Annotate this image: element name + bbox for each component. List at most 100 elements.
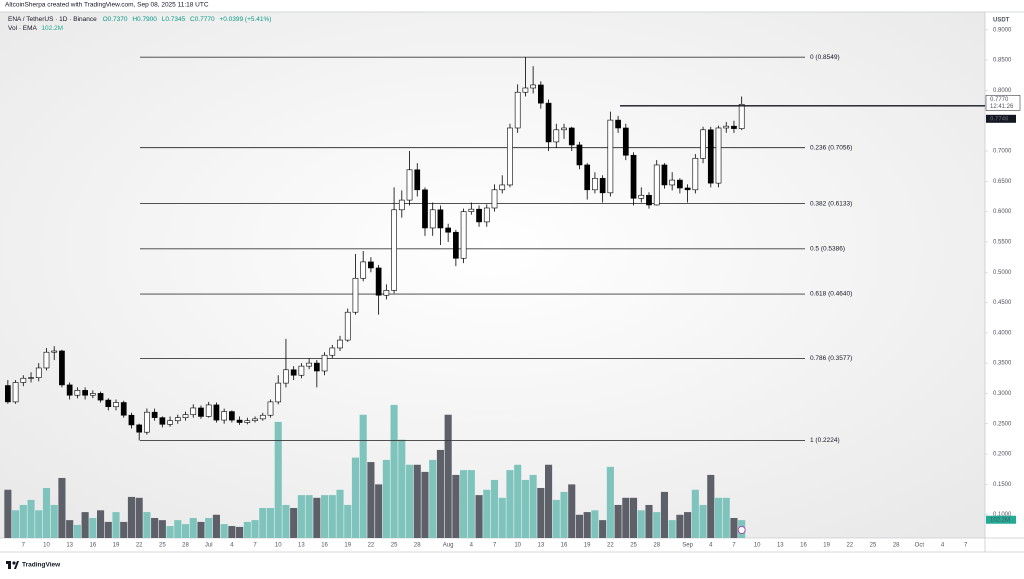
- candle-body: [97, 393, 104, 401]
- footer-logo: [6, 561, 19, 569]
- candle-body: [445, 227, 452, 233]
- volume-bar: [529, 474, 537, 538]
- candle-body: [514, 91, 521, 129]
- candle-body: [592, 177, 598, 191]
- candle-body: [537, 84, 544, 104]
- volume-legend-label: Vol · EMA: [8, 25, 38, 32]
- candle-body: [630, 154, 637, 199]
- candle-body: [66, 384, 73, 396]
- x-tick-label: 22: [136, 543, 143, 549]
- x-tick-label: 7: [22, 543, 26, 549]
- candle-body: [460, 211, 467, 259]
- volume-bar: [475, 495, 483, 538]
- y-tick-label: 0.9000: [993, 27, 1012, 33]
- volume-bar: [181, 524, 190, 538]
- x-tick-label: 16: [89, 543, 96, 549]
- candle-body: [437, 209, 444, 229]
- x-tick-label: 22: [368, 543, 375, 549]
- volume-bar: [19, 504, 27, 538]
- candle-body: [337, 339, 343, 349]
- candle-body: [522, 87, 529, 93]
- volume-bar: [212, 514, 220, 538]
- volume-bar: [645, 504, 653, 538]
- candle-body: [213, 404, 220, 421]
- volume-ema-box: [986, 515, 1016, 524]
- candle-body: [715, 127, 722, 184]
- volume-bar: [637, 510, 645, 538]
- candle-body: [599, 177, 606, 194]
- volume-bar: [429, 459, 437, 538]
- candle-body: [74, 390, 81, 396]
- volume-bar: [50, 504, 58, 538]
- x-tick-label: 10: [43, 543, 50, 549]
- volume-bar: [27, 499, 35, 538]
- volume-ema-value: 102.2M: [41, 25, 63, 32]
- volume-bar: [421, 471, 429, 538]
- candle-body: [344, 311, 351, 341]
- volume-bar: [174, 520, 182, 538]
- x-tick-label: 28: [414, 543, 421, 549]
- x-tick-label: 25: [391, 543, 398, 549]
- x-tick-label: 4: [941, 543, 945, 549]
- x-tick-label: 7: [732, 543, 736, 549]
- x-tick-label: Jul: [205, 543, 213, 549]
- candle-body: [723, 125, 730, 129]
- candle-body: [375, 267, 382, 296]
- volume-bar: [707, 474, 715, 538]
- candle-body: [89, 393, 96, 396]
- volume-bar: [714, 497, 723, 538]
- candle-body: [491, 189, 498, 209]
- volume-bar: [336, 489, 344, 538]
- chart-background: [0, 12, 985, 538]
- candle-body: [144, 411, 150, 433]
- volume-bar: [135, 497, 143, 538]
- volume-bar: [622, 497, 630, 538]
- x-tick-label: 10: [754, 543, 761, 549]
- volume-bar: [305, 495, 313, 538]
- volume-bar: [282, 504, 290, 538]
- volume-bar: [290, 507, 298, 538]
- volume-bar: [251, 520, 259, 538]
- volume-bar: [699, 504, 707, 538]
- volume-bar: [97, 510, 105, 538]
- candle-body: [136, 424, 143, 433]
- candle-body: [82, 390, 88, 396]
- x-tick-label: 13: [298, 543, 305, 549]
- volume-bar: [629, 497, 638, 538]
- candle-body: [731, 125, 737, 129]
- candle-body: [561, 127, 567, 131]
- candle-body: [429, 209, 436, 229]
- volume-bar: [143, 512, 151, 538]
- x-tick-label: 25: [870, 543, 877, 549]
- candle-body: [507, 127, 513, 186]
- volume-bar: [483, 489, 491, 538]
- y-tick-label: 0.6000: [993, 209, 1012, 215]
- volume-bar: [228, 526, 236, 538]
- candle-body: [545, 102, 552, 143]
- x-tick-label: 22: [607, 543, 614, 549]
- x-tick-label: 16: [800, 543, 807, 549]
- last-price-label: 0.7770: [990, 97, 1009, 103]
- volume-bar: [545, 464, 553, 538]
- volume-bar: [42, 487, 51, 538]
- candle-body: [28, 377, 34, 379]
- countdown: 12:41:26: [990, 104, 1014, 110]
- volume-bar: [104, 521, 112, 538]
- y-tick-label: 0.4500: [993, 300, 1012, 306]
- candle-body: [329, 347, 336, 356]
- x-tick-label: 19: [344, 543, 351, 549]
- volume-bar: [189, 517, 197, 538]
- volume-bar: [120, 521, 128, 538]
- candle-body: [422, 189, 428, 229]
- y-tick-label: 0.4000: [993, 330, 1012, 336]
- ohlc-low: L0.7345: [162, 16, 186, 23]
- x-tick-label: 19: [113, 543, 120, 549]
- y-tick-label: 0.1500: [993, 482, 1012, 488]
- candle-body: [221, 411, 227, 421]
- candle-body: [174, 417, 181, 421]
- fib-label: 0 (0.8549): [810, 54, 840, 61]
- volume-bar: [514, 464, 522, 538]
- x-tick-label: 25: [159, 543, 166, 549]
- volume-bar: [560, 491, 568, 538]
- fib-label: 1 (0.2224): [810, 437, 840, 444]
